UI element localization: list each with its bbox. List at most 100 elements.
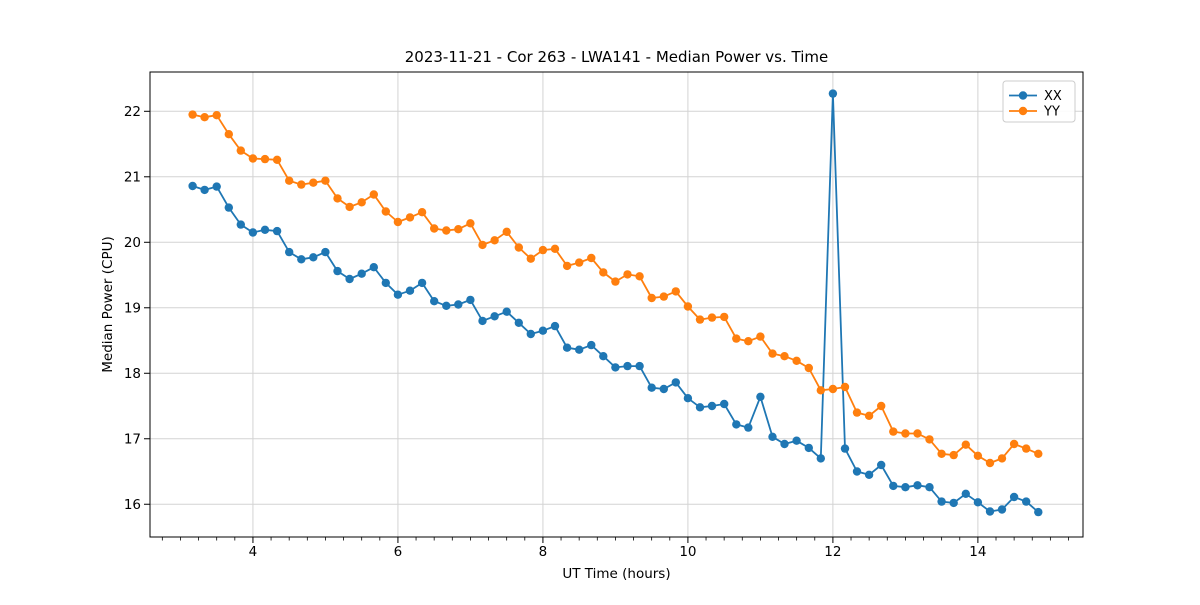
y-tick-label: 21 xyxy=(124,169,141,185)
data-point-YY xyxy=(852,408,862,417)
data-point-XX xyxy=(852,467,862,476)
data-point-YY xyxy=(949,450,958,460)
data-point-XX xyxy=(768,432,777,441)
data-point-YY xyxy=(864,411,874,420)
data-point-YY xyxy=(889,427,898,436)
data-point-YY xyxy=(417,208,427,217)
data-point-XX xyxy=(913,481,922,490)
data-point-XX xyxy=(381,278,390,288)
data-point-YY xyxy=(575,258,584,267)
data-point-YY xyxy=(768,349,777,358)
data-point-XX xyxy=(538,326,548,335)
data-point-YY xyxy=(828,384,838,394)
data-point-XX xyxy=(575,345,584,354)
series-layer xyxy=(188,89,1043,517)
data-point-XX xyxy=(671,378,680,387)
data-point-YY xyxy=(188,110,197,119)
data-point-XX xyxy=(405,286,415,295)
data-point-XX xyxy=(744,423,753,432)
data-point-XX xyxy=(562,343,572,352)
data-point-XX xyxy=(417,278,427,288)
data-point-XX xyxy=(949,498,958,508)
data-point-XX xyxy=(623,361,632,371)
data-point-XX xyxy=(720,399,729,409)
data-point-XX xyxy=(297,255,306,264)
data-point-YY xyxy=(285,176,294,185)
data-point-XX xyxy=(707,401,717,411)
data-point-XX xyxy=(599,352,608,361)
data-point-XX xyxy=(732,420,741,429)
legend-box xyxy=(1002,80,1076,123)
x-axis-label: UT Time (hours) xyxy=(562,566,670,582)
data-point-XX xyxy=(828,89,838,98)
data-point-YY xyxy=(333,194,342,203)
data-point-YY xyxy=(369,190,378,199)
gridlines xyxy=(150,72,1083,537)
data-point-YY xyxy=(514,243,523,252)
data-point-YY xyxy=(840,382,850,392)
data-point-YY xyxy=(816,386,825,395)
data-point-YY xyxy=(804,363,813,373)
data-point-XX xyxy=(997,505,1007,514)
data-point-YY xyxy=(913,429,922,438)
data-point-YY xyxy=(393,217,403,227)
data-point-YY xyxy=(792,356,801,365)
data-point-XX xyxy=(816,454,825,463)
data-point-XX xyxy=(490,312,499,321)
x-tick-label: 4 xyxy=(249,544,258,560)
data-point-XX xyxy=(550,321,560,331)
series-line-YY xyxy=(192,113,1039,464)
data-point-YY xyxy=(611,277,620,286)
data-point-XX xyxy=(901,483,910,492)
x-tick-label: 14 xyxy=(969,544,986,560)
data-point-XX xyxy=(961,489,970,498)
data-point-YY xyxy=(1009,439,1019,449)
data-point-XX xyxy=(200,185,209,195)
data-point-YY xyxy=(490,236,499,245)
data-point-XX xyxy=(502,307,511,316)
y-tick-label: 22 xyxy=(124,104,141,120)
data-point-YY xyxy=(478,240,487,250)
data-point-XX xyxy=(236,220,245,229)
data-point-YY xyxy=(997,454,1007,463)
data-point-YY xyxy=(659,292,668,301)
data-point-YY xyxy=(623,270,632,279)
x-tick-label: 6 xyxy=(394,544,403,560)
data-point-YY xyxy=(466,219,475,228)
data-point-XX xyxy=(937,497,946,506)
data-point-YY xyxy=(442,226,451,235)
data-point-YY xyxy=(381,207,390,216)
data-point-XX xyxy=(1034,507,1043,517)
data-point-XX xyxy=(333,266,342,276)
data-point-XX xyxy=(442,301,451,310)
data-point-YY xyxy=(236,146,245,155)
data-point-XX xyxy=(877,460,886,470)
data-point-YY xyxy=(961,440,970,449)
data-point-XX xyxy=(792,436,801,445)
data-point-YY xyxy=(707,313,717,322)
data-point-XX xyxy=(695,403,705,412)
data-point-XX xyxy=(683,394,693,403)
data-point-XX xyxy=(454,300,463,309)
data-point-YY xyxy=(309,178,318,187)
data-point-YY xyxy=(272,155,282,164)
y-tick-label: 17 xyxy=(124,431,141,447)
data-point-XX xyxy=(321,247,330,257)
data-point-YY xyxy=(635,272,644,281)
data-point-YY xyxy=(599,268,608,277)
data-point-XX xyxy=(985,507,995,516)
data-point-XX xyxy=(393,290,403,299)
y-axis-label: Median Power (CPU) xyxy=(100,236,116,372)
data-point-YY xyxy=(732,334,741,343)
data-point-XX xyxy=(309,253,318,262)
data-point-XX xyxy=(285,247,294,257)
data-point-XX xyxy=(478,316,487,326)
data-point-XX xyxy=(224,203,233,212)
data-point-XX xyxy=(804,443,813,453)
data-point-YY xyxy=(720,312,729,322)
axes-layer: 16 17 18 19 20 21 22 4 6 8 10 12 14 xyxy=(124,104,1069,560)
chart-title: 2023-11-21 - Cor 263 - LWA141 - Median P… xyxy=(405,48,829,66)
legend-label-XX: XX xyxy=(1044,89,1062,104)
data-point-XX xyxy=(1021,497,1031,506)
